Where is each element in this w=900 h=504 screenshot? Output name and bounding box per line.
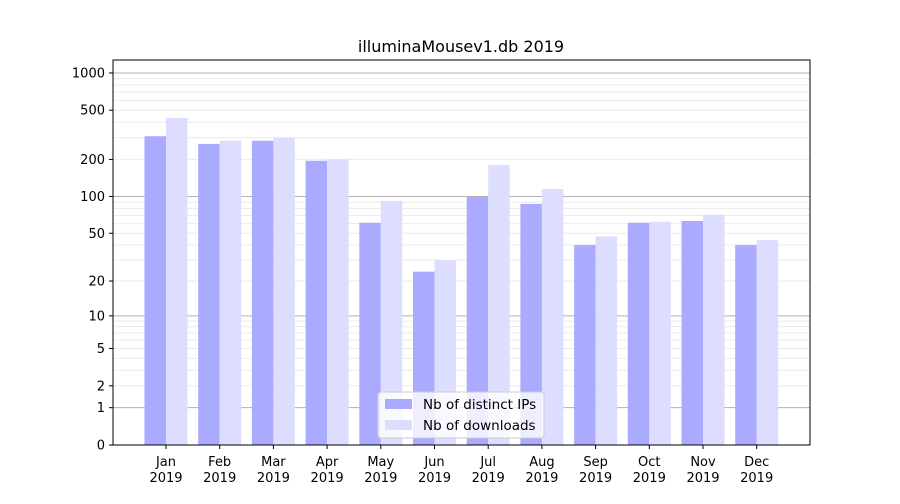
x-tick-label-year: 2019 <box>418 471 451 486</box>
x-tick-label-year: 2019 <box>579 471 612 486</box>
bar-distinct-ips-feb <box>198 143 220 445</box>
bar-downloads-dec <box>756 240 779 445</box>
y-tick-label: 0 <box>97 439 105 454</box>
y-tick-label: 2 <box>97 379 105 394</box>
x-tick-label-year: 2019 <box>203 471 236 486</box>
bar-distinct-ips-jan <box>144 136 166 445</box>
bar-downloads-apr <box>327 159 349 445</box>
legend: Nb of distinct IPs Nb of downloads <box>377 391 545 439</box>
bar-downloads-aug <box>541 189 564 445</box>
bar-distinct-ips-mar <box>251 140 274 446</box>
x-tick-label-year: 2019 <box>633 471 666 486</box>
bar-distinct-ips-nov <box>681 221 703 445</box>
x-tick-label: Jan <box>155 455 176 470</box>
y-tick-label: 50 <box>88 227 105 242</box>
y-tick-label: 200 <box>80 153 105 168</box>
bar-downloads-jan <box>166 117 188 446</box>
y-tick-label: 5 <box>97 342 105 357</box>
x-tick-label-year: 2019 <box>686 471 719 486</box>
legend-swatch-ips <box>385 399 412 409</box>
x-tick-label-year: 2019 <box>257 471 290 486</box>
bar-distinct-ips-oct <box>627 222 650 445</box>
x-tick-label: Aug <box>529 455 554 470</box>
bar-distinct-ips-aug <box>520 203 542 445</box>
plot-frame <box>112 59 811 446</box>
y-tick-label: 1000 <box>72 66 105 81</box>
x-tick-label: Mar <box>261 455 286 470</box>
legend-label-ips: Nb of distinct IPs <box>423 397 536 413</box>
x-tick-label: May <box>367 455 394 470</box>
x-tick-label: Jul <box>479 455 496 470</box>
y-tick-label: 500 <box>80 104 105 119</box>
bar-distinct-ips-jul <box>466 197 489 445</box>
bar-distinct-ips-dec <box>735 245 757 445</box>
x-tick-label-year: 2019 <box>740 471 773 486</box>
x-tick-label-year: 2019 <box>525 471 558 486</box>
bar-downloads-mar <box>273 137 295 445</box>
y-tick-label: 100 <box>80 190 105 205</box>
y-tick-label: 10 <box>88 309 105 324</box>
bar-distinct-ips-sep <box>574 245 596 445</box>
bar-downloads-oct <box>649 221 671 445</box>
x-tick-label-year: 2019 <box>472 471 505 486</box>
bar-downloads-may <box>380 200 403 445</box>
x-tick-label: Jun <box>423 455 444 470</box>
bar-downloads-sep <box>595 236 618 445</box>
bar-downloads-feb <box>219 140 242 446</box>
x-tick-label: Nov <box>690 455 716 470</box>
x-tick-label-year: 2019 <box>311 471 344 486</box>
y-tick-label: 20 <box>88 275 105 290</box>
bar-distinct-ips-may <box>359 222 381 445</box>
x-tick-label: Dec <box>744 455 769 470</box>
x-tick-label: Feb <box>208 455 231 470</box>
x-tick-label: Oct <box>638 455 660 470</box>
y-tick-label: 1 <box>97 401 105 416</box>
bar-distinct-ips-apr <box>305 160 328 445</box>
x-tick-label: Sep <box>583 455 608 470</box>
bar-downloads-nov <box>703 214 725 445</box>
x-tick-label: Apr <box>316 455 339 470</box>
chart-title: illuminaMousev1.db 2019 <box>358 37 564 56</box>
bar-downloads-jul <box>488 165 510 445</box>
x-tick-label-year: 2019 <box>149 471 182 486</box>
legend-label-downloads: Nb of downloads <box>423 418 536 434</box>
legend-swatch-downloads <box>385 420 412 430</box>
x-tick-label-year: 2019 <box>364 471 397 486</box>
